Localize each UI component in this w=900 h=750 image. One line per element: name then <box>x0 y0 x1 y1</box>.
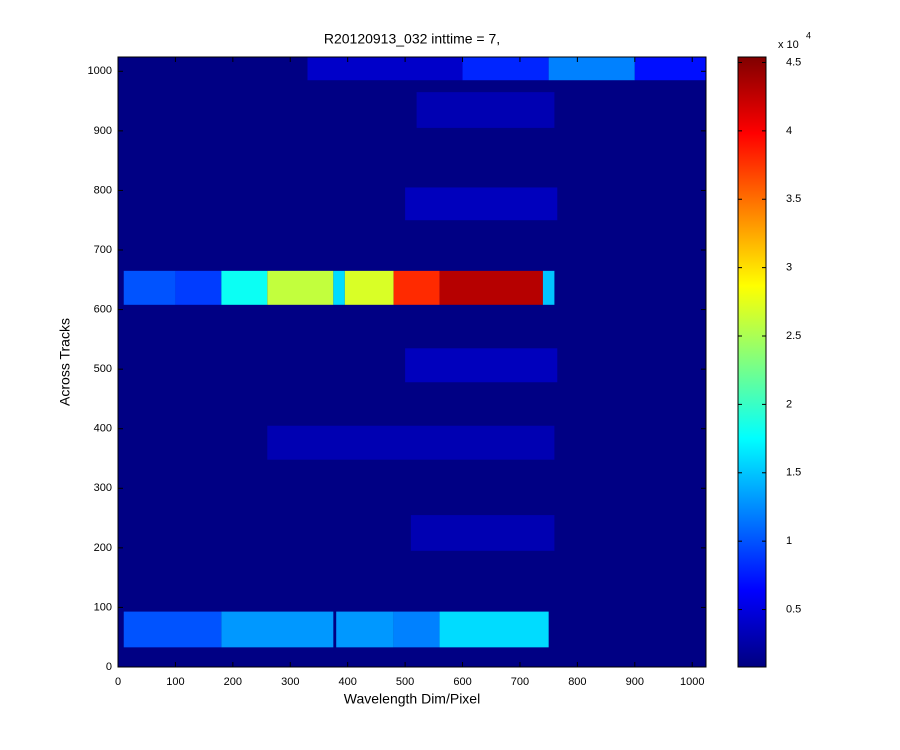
colorbar-tick-label: 2 <box>786 398 792 410</box>
colorbar-tick-label: 4.5 <box>786 56 801 68</box>
heatmap-cell <box>123 270 176 305</box>
y-tick-label: 900 <box>94 125 112 137</box>
x-axis-label: Wavelength Dim/Pixel <box>344 691 480 707</box>
heatmap-cell <box>333 270 345 305</box>
y-axis-label: Across Tracks <box>57 318 73 406</box>
heatmap-cell <box>123 611 222 648</box>
chart-title: R20120913_032 inttime = 7, <box>324 31 500 47</box>
colorbar-tick-label: 3.5 <box>786 193 801 205</box>
plot-frame <box>117 56 707 668</box>
x-tick-label: 600 <box>453 676 471 688</box>
y-tick-label: 0 <box>106 661 112 673</box>
colorbar-tick-label: 3 <box>786 262 792 274</box>
y-tick-label: 700 <box>94 244 112 256</box>
heatmap-cell <box>542 270 555 305</box>
heatmap-cell <box>267 425 555 460</box>
x-tick-label: 100 <box>166 676 184 688</box>
heatmap-cell <box>416 92 555 128</box>
heatmap-cell <box>221 611 334 648</box>
heatmap-cell <box>344 270 394 305</box>
heatmap-cell <box>405 348 558 383</box>
colorbar-tick-label: 2.5 <box>786 330 801 342</box>
x-tick-label: 0 <box>115 676 121 688</box>
heatmap-cell <box>393 270 440 305</box>
heatmap-cell <box>410 515 555 551</box>
colorbar-tick-label: 4 <box>786 125 792 137</box>
heatmap-cell <box>393 611 440 648</box>
heatmap-cell <box>405 187 558 221</box>
x-tick-label: 900 <box>626 676 644 688</box>
y-tick-label: 500 <box>94 363 112 375</box>
colorbar-multiplier: x 10 <box>778 39 799 51</box>
heatmap-cell <box>634 57 706 81</box>
colorbar-tick-label: 1.5 <box>786 467 801 479</box>
y-tick-label: 100 <box>94 601 112 613</box>
heatmap-cell <box>439 270 543 305</box>
colorbar-tick-label: 0.5 <box>786 603 801 615</box>
x-tick-label: 200 <box>224 676 242 688</box>
x-tick-label: 300 <box>281 676 299 688</box>
colorbar-exponent: 4 <box>806 30 811 40</box>
heatmap-cell <box>336 611 394 648</box>
y-tick-label: 600 <box>94 303 112 315</box>
x-tick-label: 700 <box>511 676 529 688</box>
y-tick-label: 800 <box>94 184 112 196</box>
heatmap-cell <box>439 611 549 648</box>
colorbar <box>737 56 767 668</box>
y-tick-label: 1000 <box>88 65 112 77</box>
colorbar-tick-label: 1 <box>786 535 792 547</box>
x-tick-label: 400 <box>339 676 357 688</box>
y-tick-label: 300 <box>94 482 112 494</box>
heatmap-cell <box>175 270 222 305</box>
x-tick-label: 500 <box>396 676 414 688</box>
heatmap-cell <box>548 57 635 81</box>
x-tick-label: 800 <box>568 676 586 688</box>
heatmap-cell <box>267 270 334 305</box>
heatmap-cell <box>307 57 463 81</box>
x-tick-label: 1000 <box>680 676 704 688</box>
heatmap-cell <box>462 57 549 81</box>
y-tick-label: 200 <box>94 542 112 554</box>
y-tick-label: 400 <box>94 423 112 435</box>
heatmap-cell <box>221 270 268 305</box>
